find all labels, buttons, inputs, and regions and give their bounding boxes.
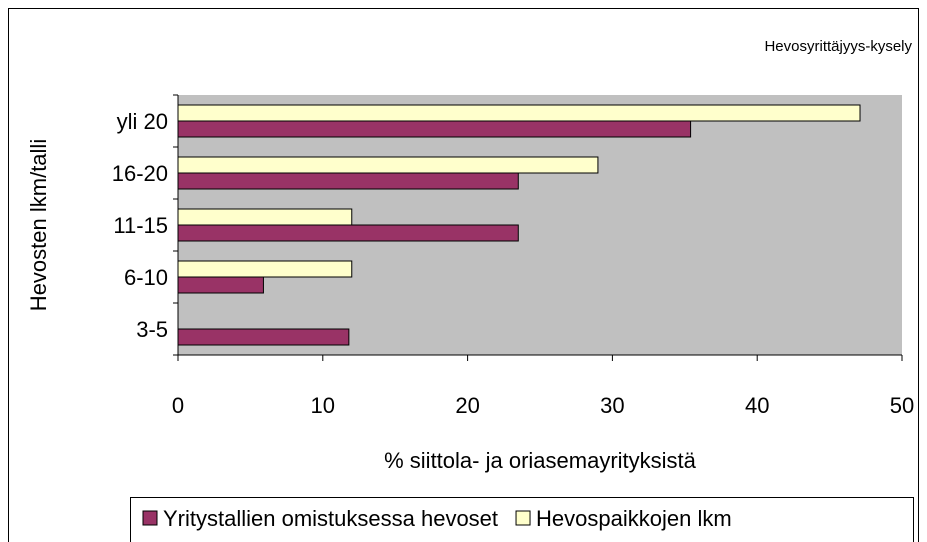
y-tick-label: 11-15	[113, 213, 168, 238]
bar	[177, 120, 692, 138]
x-tick-label: 50	[890, 393, 914, 418]
bar	[177, 156, 599, 174]
bar	[177, 172, 519, 190]
y-tick-label: 3-5	[136, 317, 168, 342]
bar	[177, 208, 353, 226]
y-tick-label: 6-10	[124, 265, 168, 290]
legend-swatch	[515, 510, 531, 526]
x-axis-title: % siittola- ja oriasemayrityksistä	[384, 448, 697, 473]
bar	[177, 104, 861, 122]
x-tick-label: 30	[600, 393, 624, 418]
x-tick-label: 10	[311, 393, 335, 418]
legend-swatch	[142, 510, 158, 526]
y-tick-label: yli 20	[117, 109, 168, 134]
subtitle: Hevosyrittäjyys-kysely	[764, 38, 912, 55]
legend-label: Hevospaikkojen lkm	[536, 506, 732, 531]
bar	[177, 276, 264, 294]
x-tick-label: 20	[455, 393, 479, 418]
bar	[177, 224, 519, 242]
y-axis-title: Hevosten lkm/talli	[26, 139, 51, 311]
x-tick-label: 0	[172, 393, 184, 418]
y-tick-label: 16-20	[112, 161, 168, 186]
legend-label: Yritystallien omistuksessa hevoset	[163, 506, 498, 531]
bar	[177, 260, 353, 278]
bar	[177, 328, 350, 346]
x-tick-label: 40	[745, 393, 769, 418]
